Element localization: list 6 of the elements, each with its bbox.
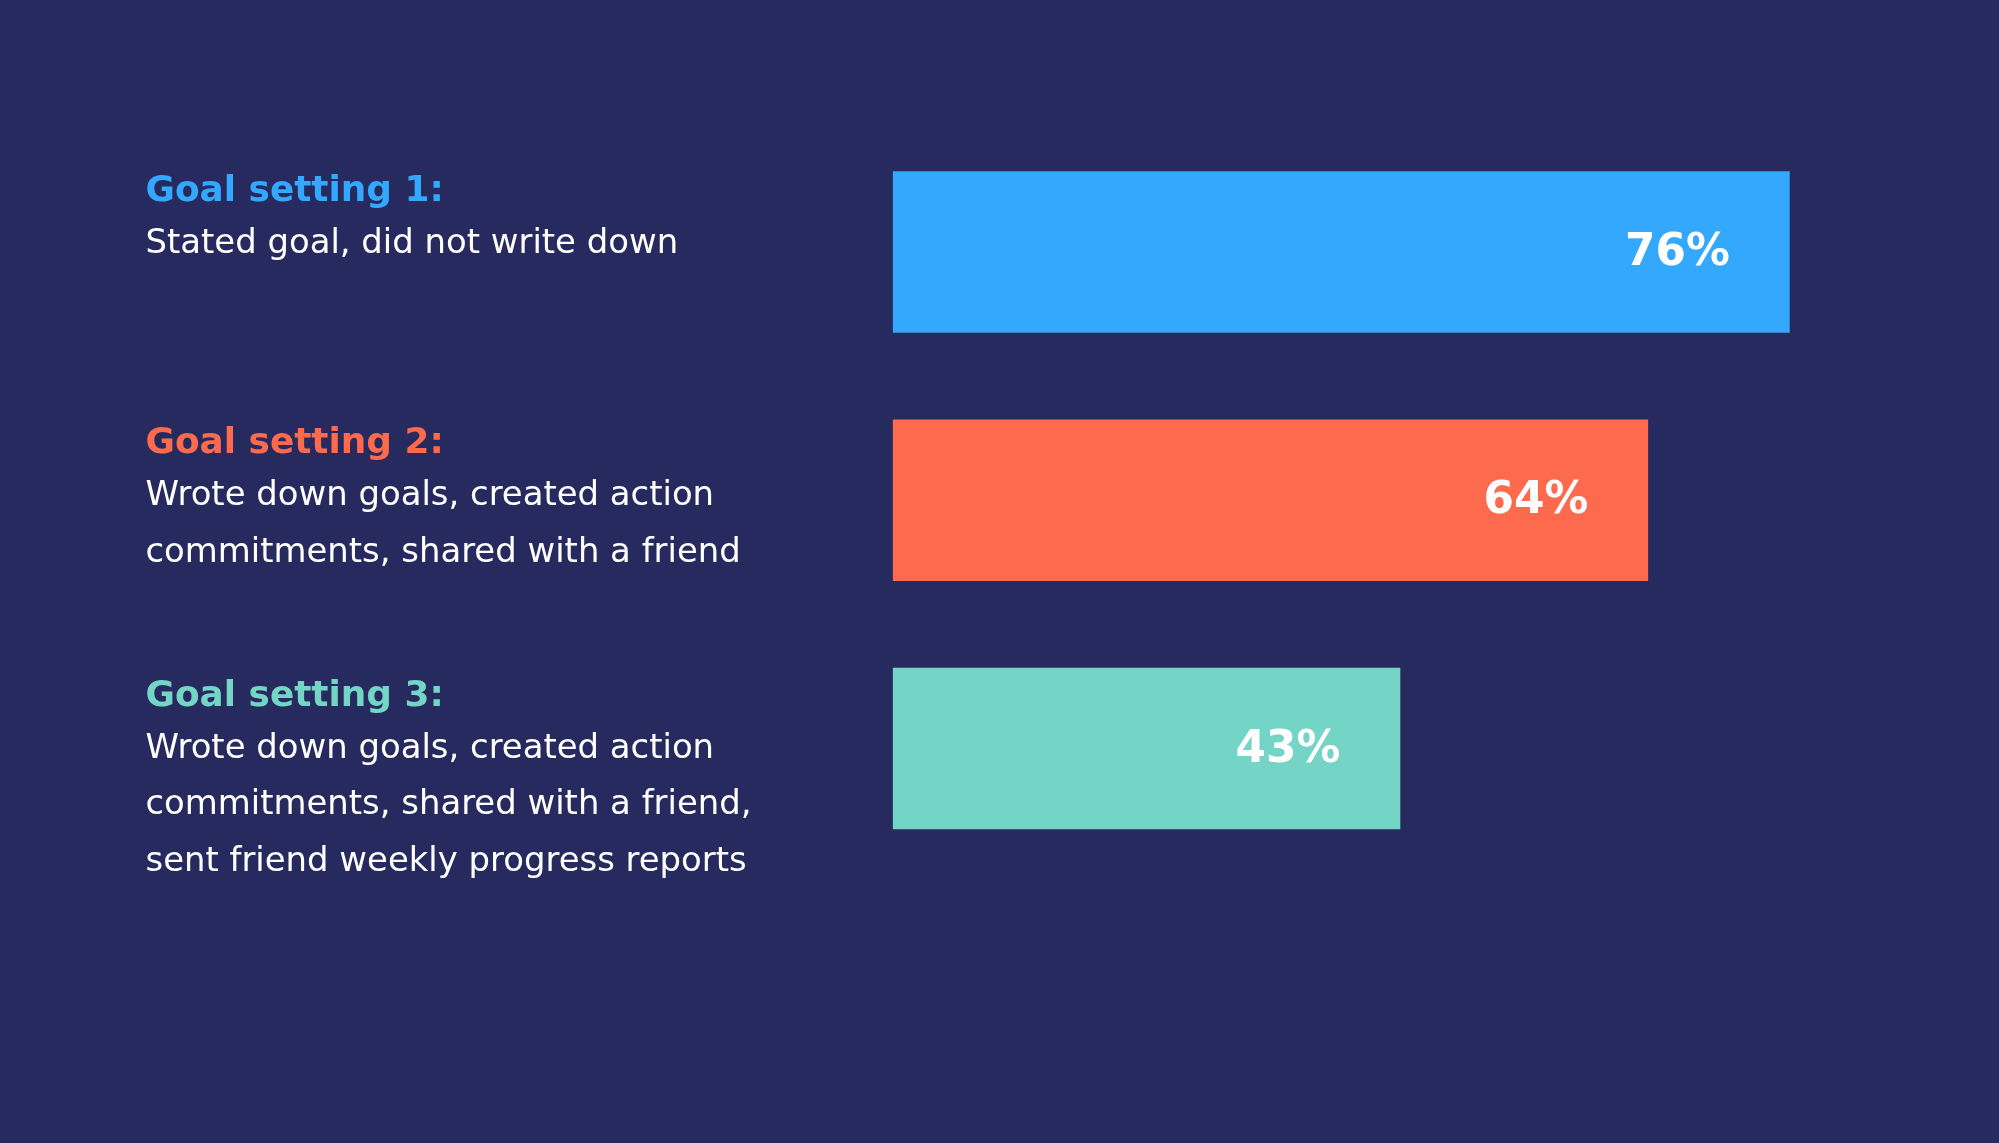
category-label: Goal setting 1: Stated goal, did not write down [145,167,679,261]
data-label: 64% [1483,472,1589,524]
data-label: 43% [1235,720,1341,772]
category-label: Goal setting 3: Wrote down goals, created action commitments, shared with a friend, sent friend weekly progress reports [145,672,752,880]
data-label: 76% [1625,223,1730,275]
category-label: Goal setting 2: Wrote down goals, created action commitments, shared with a friend [145,420,741,571]
